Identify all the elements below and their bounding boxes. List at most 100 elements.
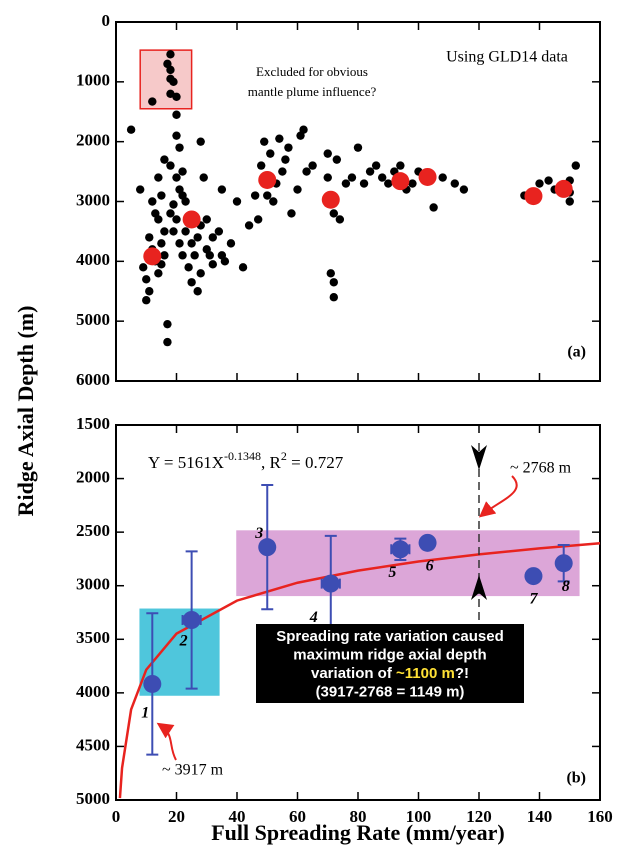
point [323, 173, 332, 182]
arrow-up [471, 575, 487, 600]
point [263, 191, 272, 200]
y-tick-label: 4000 [76, 682, 110, 701]
point [143, 247, 162, 266]
y-tick-label: 2500 [76, 521, 110, 540]
point [169, 77, 178, 87]
y-tick-label: 3500 [76, 628, 110, 647]
point [359, 179, 369, 188]
y-tick-label: 5000 [76, 310, 110, 329]
point-label: 8 [562, 578, 570, 595]
point [208, 233, 217, 242]
point [396, 161, 405, 170]
point [205, 251, 214, 260]
point [378, 173, 387, 182]
y-tick-label: 4000 [76, 250, 110, 269]
point [175, 239, 184, 248]
point-label: 1 [141, 705, 149, 722]
point [302, 167, 311, 176]
note-part: variation of [311, 665, 396, 682]
point [253, 215, 263, 224]
point [232, 197, 242, 206]
x-tick-label: 40 [229, 807, 246, 826]
point-label: 2 [179, 633, 188, 650]
y-tick-label: 3000 [76, 190, 110, 209]
point [145, 287, 154, 296]
point [157, 260, 166, 269]
point-label: 6 [426, 558, 434, 575]
point [347, 173, 357, 182]
x-tick-label: 60 [289, 807, 306, 826]
point [157, 239, 166, 248]
annotation-arrow [478, 475, 518, 518]
point [353, 143, 363, 152]
note-text: maximum ridge axial depth [293, 646, 486, 663]
note-text: Spreading rate variation caused [276, 628, 504, 645]
point [148, 197, 157, 206]
x-tick-label: 160 [587, 807, 613, 826]
point [250, 191, 260, 200]
note-text: (3917-2768 = 1149 m) [316, 683, 465, 700]
point [260, 137, 269, 146]
point [220, 257, 230, 266]
point [323, 149, 332, 158]
note-text: variation of ~1100 m?! [311, 665, 469, 682]
point [554, 554, 573, 573]
point [450, 179, 459, 188]
point [565, 197, 574, 206]
point [281, 155, 290, 164]
point [408, 179, 417, 188]
point [154, 269, 163, 278]
point [199, 173, 208, 182]
x-tick-label: 100 [406, 807, 432, 826]
annotation: Excluded for obvious [256, 64, 368, 79]
point [175, 143, 184, 152]
point [329, 293, 338, 302]
y-tick-label: 5000 [76, 789, 110, 808]
point [214, 227, 224, 236]
point [544, 176, 553, 185]
point [169, 227, 178, 236]
point [321, 190, 340, 209]
point [524, 567, 543, 586]
point [143, 674, 162, 693]
point [329, 209, 338, 218]
point-label: 7 [529, 591, 538, 608]
point [163, 319, 172, 329]
point [321, 574, 340, 593]
note-part: ~1100 m [396, 665, 455, 682]
point [148, 97, 157, 106]
point [154, 215, 163, 224]
point [266, 149, 275, 158]
y-tick-label: 1500 [76, 414, 110, 433]
panel-label: (a) [567, 344, 586, 361]
point [166, 161, 175, 170]
arrow-down [471, 445, 487, 470]
point [329, 278, 338, 287]
point [278, 167, 287, 176]
point [160, 227, 169, 236]
x-tick-label: 0 [112, 807, 121, 826]
point [166, 209, 175, 218]
y-axis-label: Ridge Axial Depth (m) [13, 306, 38, 517]
y-tick-label: 2000 [76, 467, 110, 486]
point [535, 179, 544, 188]
point [341, 179, 351, 188]
point [208, 260, 217, 269]
point [172, 110, 181, 119]
x-tick-label: 20 [168, 807, 185, 826]
point [371, 161, 381, 170]
point [166, 65, 175, 75]
point [193, 287, 202, 296]
annotation: Using GLD14 data [446, 49, 568, 66]
point [217, 185, 227, 194]
point-label: 4 [309, 609, 318, 626]
point [142, 296, 151, 305]
point [182, 210, 201, 229]
point [418, 533, 437, 552]
point [202, 215, 211, 224]
y-tick-label: 1000 [76, 71, 110, 90]
point [196, 137, 205, 146]
point [172, 131, 181, 140]
x-tick-label: 80 [350, 807, 367, 826]
